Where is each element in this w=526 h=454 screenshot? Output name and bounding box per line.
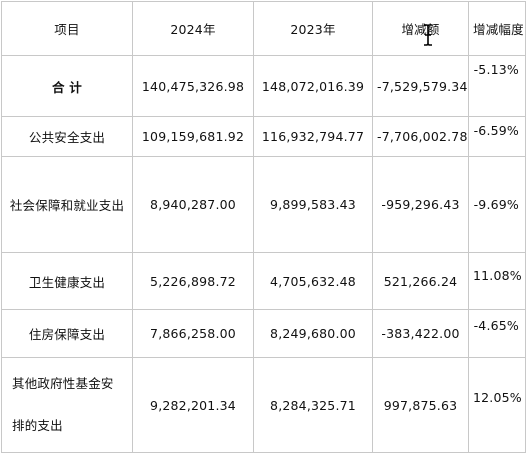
row-value-2023: 116,932,794.77 (253, 116, 373, 157)
row-change: 997,875.63 (372, 357, 469, 453)
header-rate: 增减幅度 (468, 1, 526, 56)
row-item: 社会保障和就业支出 (1, 156, 133, 253)
row-item: 住房保障支出 (1, 309, 133, 358)
row-item: 合 计 (1, 55, 133, 117)
header-item: 项目 (1, 1, 133, 56)
row-change: 521,266.24 (372, 252, 469, 310)
header-change: 增减额 (372, 1, 469, 56)
row-value-2024: 5,226,898.72 (132, 252, 254, 310)
row-rate: -9.69% (468, 156, 526, 253)
row-value-2024: 8,940,287.00 (132, 156, 254, 253)
header-2023: 2023年 (253, 1, 373, 56)
row-rate: 12.05% (468, 357, 526, 453)
row-value-2023: 148,072,016.39 (253, 55, 373, 117)
row-change: -959,296.43 (372, 156, 469, 253)
row-value-2023: 4,705,632.48 (253, 252, 373, 310)
row-rate: 11.08% (468, 252, 526, 310)
row-item: 其他政府性基金安排的支出 (1, 357, 133, 453)
row-change: -7,529,579.34 (372, 55, 469, 117)
table-row-total: 合 计 140,475,326.98 148,072,016.39 -7,529… (1, 55, 526, 117)
row-value-2023: 9,899,583.43 (253, 156, 373, 253)
table-row: 公共安全支出 109,159,681.92 116,932,794.77 -7,… (1, 116, 526, 157)
row-item: 公共安全支出 (1, 116, 133, 157)
row-value-2024: 9,282,201.34 (132, 357, 254, 453)
table-row: 卫生健康支出 5,226,898.72 4,705,632.48 521,266… (1, 252, 526, 310)
table-row: 住房保障支出 7,866,258.00 8,249,680.00 -383,42… (1, 309, 526, 358)
row-rate: -5.13% (468, 55, 526, 117)
row-rate: -4.65% (468, 309, 526, 358)
row-value-2024: 7,866,258.00 (132, 309, 254, 358)
table-header-row: 项目 2024年 2023年 增减额 增减幅度 (1, 1, 526, 56)
row-value-2024: 140,475,326.98 (132, 55, 254, 117)
row-item: 卫生健康支出 (1, 252, 133, 310)
row-change: -383,422.00 (372, 309, 469, 358)
row-value-2023: 8,249,680.00 (253, 309, 373, 358)
header-2024: 2024年 (132, 1, 254, 56)
table-row: 社会保障和就业支出 8,940,287.00 9,899,583.43 -959… (1, 156, 526, 253)
row-item-text: 其他政府性基金安排的支出 (12, 376, 114, 433)
row-value-2023: 8,284,325.71 (253, 357, 373, 453)
table-row: 其他政府性基金安排的支出 9,282,201.34 8,284,325.71 9… (1, 357, 526, 453)
row-change: -7,706,002.78 (372, 116, 469, 157)
row-value-2024: 109,159,681.92 (132, 116, 254, 157)
row-rate: -6.59% (468, 116, 526, 157)
